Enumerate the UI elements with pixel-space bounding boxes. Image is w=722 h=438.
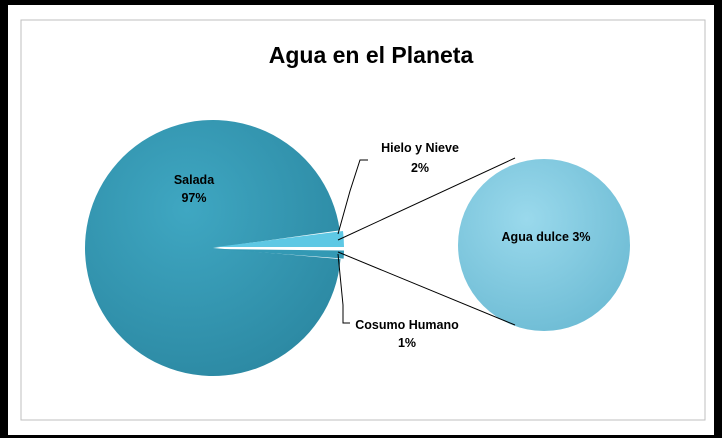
chart-frame: Agua en el Planeta Salada 97% Hielo y Ni… xyxy=(8,5,714,435)
data-label-hielo-value: 2% xyxy=(411,161,429,175)
data-label-salada-name: Salada xyxy=(174,173,215,187)
pie-slice-hielo-y-nieve[interactable] xyxy=(216,230,344,247)
secondary-pie-agua-dulce[interactable] xyxy=(458,159,630,331)
leader-line-cosumo-humano xyxy=(337,253,350,324)
data-label-consumo-value: 1% xyxy=(398,336,416,350)
data-label-agua-dulce: Agua dulce 3% xyxy=(502,230,591,244)
chart-title: Agua en el Planeta xyxy=(269,42,474,68)
connector-line-bottom xyxy=(337,251,516,326)
chart-svg: Agua en el Planeta Salada 97% Hielo y Ni… xyxy=(20,19,706,421)
pie-slice-salada[interactable] xyxy=(84,120,341,377)
pie-slice-cosumo-humano[interactable] xyxy=(216,249,344,259)
data-label-hielo-name: Hielo y Nieve xyxy=(381,141,459,155)
data-label-salada-value: 97% xyxy=(181,191,206,205)
data-label-consumo-name: Cosumo Humano xyxy=(355,318,459,332)
connector-line-top xyxy=(337,157,516,241)
leader-line-hielo-y-nieve xyxy=(337,159,368,235)
